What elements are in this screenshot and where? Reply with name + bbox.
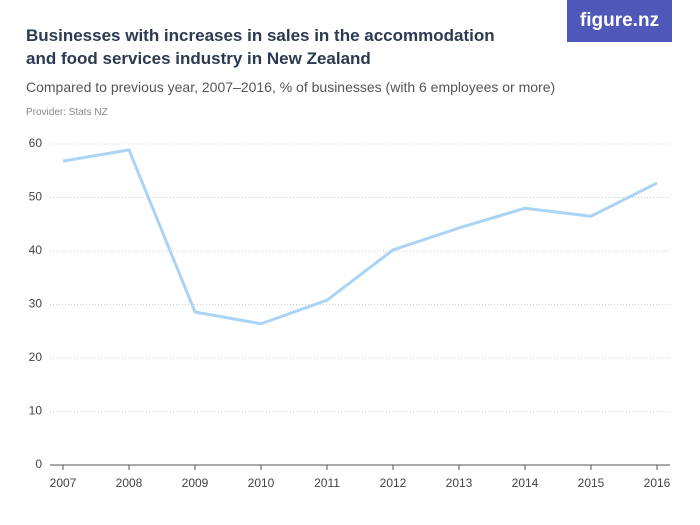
data-line (62, 148, 658, 326)
y-tick-label: 30 (29, 297, 43, 311)
source: Provider: Stats NZ (26, 107, 108, 118)
x-tick-label: 2016 (644, 476, 671, 490)
x-tick-label: 2014 (512, 476, 539, 490)
y-tick-label: 40 (29, 243, 43, 257)
x-tick-label: 2013 (446, 476, 473, 490)
y-tick-label: 20 (29, 350, 43, 364)
y-tick-label: 0 (35, 457, 42, 471)
y-tick-label: 50 (29, 190, 43, 204)
y-tick-label: 10 (29, 404, 43, 418)
logo[interactable]: figure.nz (567, 0, 672, 42)
x-tick-label: 2009 (182, 476, 209, 490)
chart-subtitle: Compared to previous year, 2007–2016, % … (26, 79, 556, 95)
chart-title: Businesses with increases in sales in th… (26, 26, 495, 68)
x-tick-label: 2015 (578, 476, 605, 490)
x-tick-label: 2010 (248, 476, 275, 490)
y-tick-label: 60 (29, 136, 43, 150)
x-tick-label: 2007 (50, 476, 77, 490)
x-tick-label: 2011 (314, 476, 340, 490)
x-tick-label: 2012 (380, 476, 407, 490)
x-tick-label: 2008 (116, 476, 143, 490)
